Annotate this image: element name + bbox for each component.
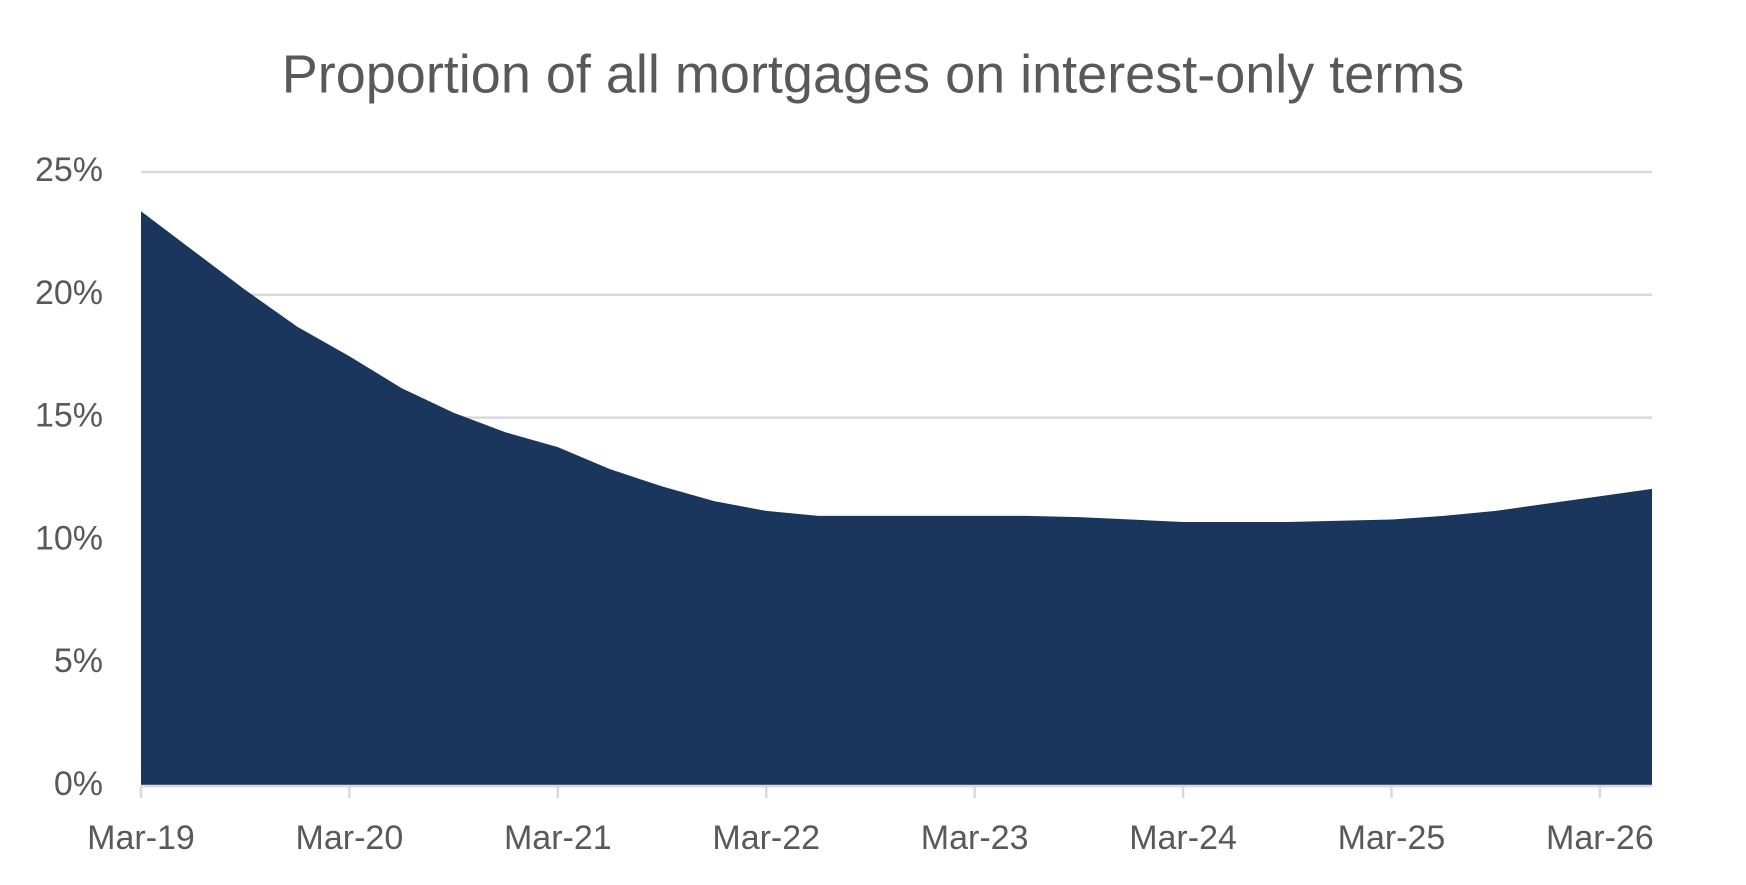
y-tick-label: 20% — [35, 274, 103, 312]
y-tick-label: 10% — [35, 519, 103, 557]
x-tick-label: Mar-19 — [87, 819, 195, 857]
y-tick-label: 25% — [35, 151, 103, 189]
x-tick-label: Mar-26 — [1546, 819, 1654, 857]
area — [141, 211, 1652, 786]
x-tick-label: Mar-23 — [921, 819, 1029, 857]
x-tick-label: Mar-22 — [712, 819, 820, 857]
y-tick-label: 5% — [54, 642, 103, 680]
x-tick-label: Mar-25 — [1338, 819, 1446, 857]
x-tick-label: Mar-21 — [504, 819, 612, 857]
x-tick-label: Mar-24 — [1129, 819, 1237, 857]
chart-title: Proportion of all mortgages on interest-… — [282, 44, 1465, 104]
y-tick-label: 15% — [35, 397, 103, 435]
x-tick-label: Mar-20 — [296, 819, 404, 857]
y-tick-label: 0% — [54, 765, 103, 803]
